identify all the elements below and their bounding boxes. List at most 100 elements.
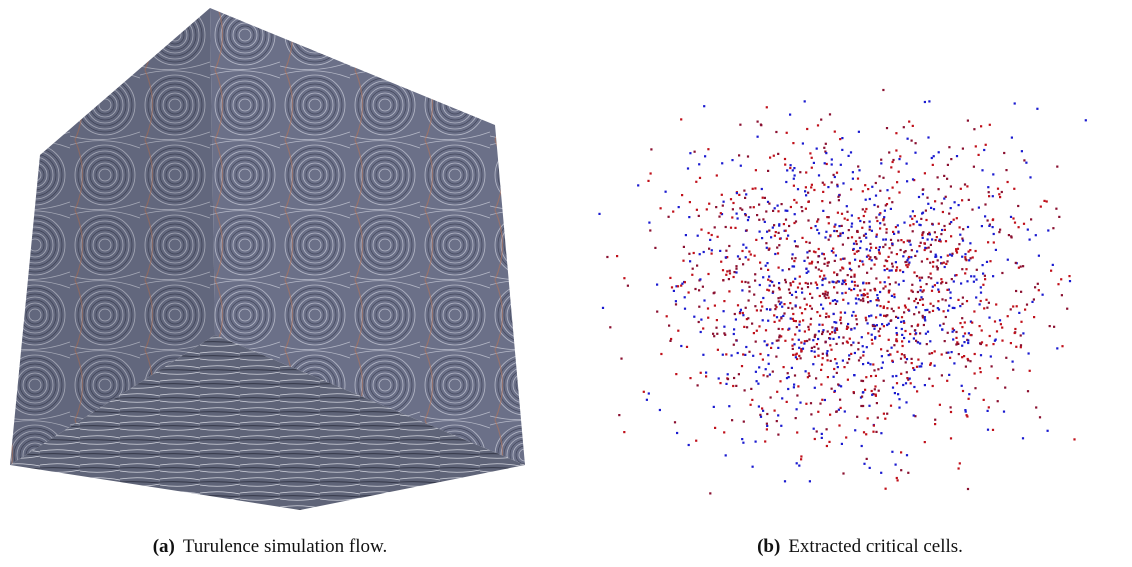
cell-dot	[999, 229, 1001, 231]
cell-dot	[847, 274, 849, 276]
cell-dot	[758, 219, 760, 221]
caption-a: (a)Turulence simulation flow.	[153, 536, 388, 558]
cell-dot	[751, 323, 753, 325]
cell-dot	[731, 216, 733, 218]
cell-dot	[860, 357, 862, 359]
cell-dot	[927, 238, 929, 240]
cell-dot	[654, 247, 656, 249]
cell-dot	[723, 310, 725, 312]
cell-dot	[810, 402, 812, 404]
cell-dot	[744, 354, 746, 356]
cell-dot	[825, 316, 827, 318]
cell-dot	[795, 220, 797, 222]
cell-dot	[947, 352, 949, 354]
cell-dot	[1012, 217, 1014, 219]
cell-dot	[796, 408, 798, 410]
cell-dot	[950, 235, 952, 237]
cell-dot	[965, 366, 967, 368]
cell-dot	[988, 225, 990, 227]
cell-dot	[858, 217, 860, 219]
cell-dot	[932, 266, 934, 268]
cell-dot	[717, 349, 719, 351]
cell-dot	[699, 278, 701, 280]
cell-dot	[900, 358, 902, 360]
cell-dot	[810, 282, 812, 284]
cell-dot	[734, 313, 736, 315]
cell-dot	[801, 312, 803, 314]
cell-dot	[871, 343, 873, 345]
cell-dot	[865, 433, 867, 435]
cell-dot	[1073, 438, 1075, 440]
cell-dot	[931, 352, 933, 354]
cell-dot	[1039, 416, 1041, 418]
cell-dot	[987, 186, 989, 188]
cell-dot	[801, 237, 803, 239]
cell-dot	[832, 251, 834, 253]
cell-dot	[860, 405, 862, 407]
cell-dot	[828, 441, 830, 443]
cell-dot	[1060, 278, 1062, 280]
cell-dot	[714, 305, 716, 307]
cell-dot	[992, 195, 994, 197]
cell-dot	[753, 206, 755, 208]
cell-dot	[869, 198, 871, 200]
cell-dot	[812, 363, 814, 365]
cell-dot	[727, 373, 729, 375]
cell-dot	[723, 201, 725, 203]
cell-dot	[785, 230, 787, 232]
cell-dot	[805, 171, 807, 173]
cell-dot	[814, 251, 816, 253]
cell-dot	[869, 229, 871, 231]
cell-dot	[759, 353, 761, 355]
cell-dot	[767, 170, 769, 172]
cell-dot	[858, 169, 860, 171]
cell-dot	[862, 263, 864, 265]
cell-dot	[867, 322, 869, 324]
cell-dot	[839, 319, 841, 321]
cell-dot	[928, 100, 930, 102]
cell-dot	[868, 258, 870, 260]
cell-dot	[840, 258, 842, 260]
cell-dot	[880, 159, 882, 161]
cell-dot	[906, 259, 908, 261]
cell-dot	[876, 324, 878, 326]
cell-dot	[871, 259, 873, 261]
cell-dot	[796, 202, 798, 204]
cell-dot	[837, 366, 839, 368]
cell-dot	[854, 259, 856, 261]
cell-dot	[750, 253, 752, 255]
cell-dot	[955, 331, 957, 333]
cell-dot	[875, 182, 877, 184]
cell-dot	[746, 229, 748, 231]
cell-dot	[833, 230, 835, 232]
cell-dot	[822, 191, 824, 193]
cell-dot	[794, 213, 796, 215]
cell-dot	[693, 316, 695, 318]
cell-dot	[849, 262, 851, 264]
cell-dot	[961, 317, 963, 319]
cell-dot	[883, 413, 885, 415]
cell-dot	[837, 212, 839, 214]
cell-dot	[945, 196, 947, 198]
cell-dot	[786, 377, 788, 379]
cell-dot	[752, 466, 754, 468]
cell-dot	[680, 345, 682, 347]
cell-dot	[876, 304, 878, 306]
cell-dot	[906, 371, 908, 373]
cell-dot	[1050, 270, 1052, 272]
cell-dot	[875, 277, 877, 279]
cell-dot	[961, 199, 963, 201]
cell-dot	[867, 362, 869, 364]
cell-dot	[769, 309, 771, 311]
cell-dot	[881, 323, 883, 325]
cell-dot	[744, 281, 746, 283]
cell-dot	[878, 249, 880, 251]
cell-dot	[989, 260, 991, 262]
cell-dot	[883, 315, 885, 317]
cell-dot	[892, 161, 894, 163]
cell-dot	[870, 375, 872, 377]
cell-dot	[805, 186, 807, 188]
cell-dot	[891, 269, 893, 271]
cell-dot	[708, 232, 710, 234]
cell-dot	[821, 364, 823, 366]
